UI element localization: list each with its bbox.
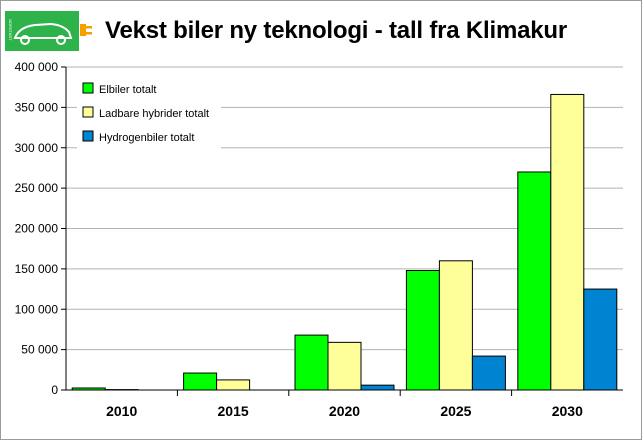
bar: [583, 288, 618, 391]
bar: [327, 341, 362, 391]
legend-label: Ladbare hybrider totalt: [99, 108, 209, 120]
bar: [438, 260, 473, 391]
bar: [360, 384, 395, 391]
y-tick-label: 200 000: [15, 222, 59, 236]
legend-swatch: [82, 106, 94, 118]
car-plug-logo: NORSTART: [5, 11, 92, 51]
y-tick-label: 400 000: [15, 60, 59, 74]
bar: [471, 355, 506, 391]
bar: [294, 334, 329, 391]
bar: [216, 379, 251, 391]
y-tick-label: 100 000: [15, 302, 59, 316]
bar: [550, 93, 585, 391]
logo-text: NORSTART: [8, 19, 13, 41]
y-tick-label: 150 000: [15, 262, 59, 276]
x-tick-label: 2020: [329, 403, 360, 419]
legend: [77, 75, 221, 152]
legend-swatch: [82, 82, 94, 94]
x-tick-label: 2030: [552, 403, 583, 419]
y-tick-label: 0: [51, 383, 58, 397]
x-tick-label: 2025: [440, 403, 471, 419]
legend-swatch: [82, 130, 94, 142]
chart-title: Vekst biler ny teknologi - tall fra Klim…: [105, 17, 568, 44]
x-tick-label: 2010: [106, 403, 137, 419]
y-tick-label: 50 000: [21, 343, 58, 357]
y-tick-label: 350 000: [15, 100, 59, 114]
legend-label: Elbiler totalt: [99, 84, 156, 96]
y-tick-label: 300 000: [15, 141, 59, 155]
legend-label: Hydrogenbiler totalt: [99, 132, 194, 144]
bar: [183, 372, 218, 391]
y-tick-label: 250 000: [15, 181, 59, 195]
bar: [517, 171, 552, 391]
bar: [405, 269, 440, 391]
x-tick-label: 2015: [218, 403, 249, 419]
